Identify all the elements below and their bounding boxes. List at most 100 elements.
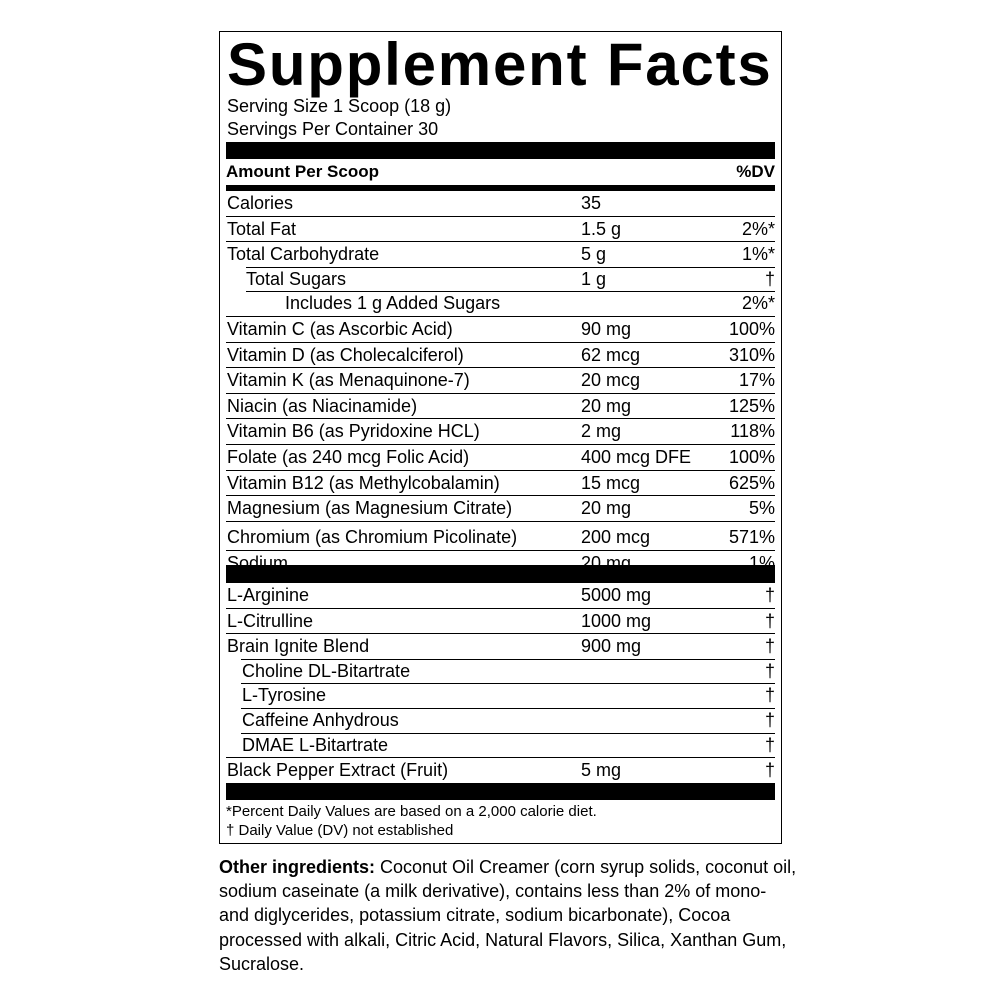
nutrient-dv: 5% bbox=[748, 498, 775, 519]
nutrient-row: Folate (as 240 mcg Folic Acid) 400 mcg DF… bbox=[226, 445, 775, 471]
ingredient-amount: 5 mg bbox=[581, 760, 622, 781]
nutrient-name: Includes 1 g Added Sugars bbox=[285, 293, 501, 314]
nutrient-row: Total Fat 1.5 g 2%* bbox=[226, 217, 775, 243]
nutrient-amount: 5 g bbox=[581, 244, 607, 265]
nutrient-row: Magnesium (as Magnesium Citrate) 20 mg 5% bbox=[226, 496, 775, 522]
nutrient-amount: 1 g bbox=[581, 268, 607, 289]
supplement-facts-panel: Supplement Facts Serving Size 1 Scoop (1… bbox=[219, 31, 782, 844]
ingredient-row: L-Tyrosine † bbox=[226, 683, 775, 709]
ingredient-dv: † bbox=[764, 685, 775, 706]
nutrient-name: Niacin (as Niacinamide) bbox=[227, 395, 418, 416]
nutrient-name: Vitamin B12 (as Methylcobalamin) bbox=[227, 472, 500, 493]
ingredient-name: Brain Ignite Blend bbox=[227, 636, 370, 657]
ingredient-row: DMAE L-Bitartrate † bbox=[226, 733, 775, 759]
nutrient-name: Vitamin D (as Cholecalciferol) bbox=[227, 344, 464, 365]
thick-divider bbox=[226, 565, 775, 583]
ingredient-name: DMAE L-Bitartrate bbox=[242, 734, 389, 755]
nutrient-row: Chromium (as Chromium Picolinate) 200 mcg… bbox=[226, 522, 775, 551]
nutrient-dv: 625% bbox=[728, 472, 775, 493]
nutrient-name: Vitamin B6 (as Pyridoxine HCL) bbox=[227, 421, 480, 442]
amount-header: Amount Per Scoop %DV bbox=[226, 160, 775, 184]
nutrient-row: Niacin (as Niacinamide) 20 mg 125% bbox=[226, 394, 775, 420]
footnote-not-established: † Daily Value (DV) not established bbox=[226, 822, 454, 839]
ingredient-row: Brain Ignite Blend 900 mg † bbox=[226, 634, 775, 660]
nutrient-row: Vitamin K (as Menaquinone-7) 20 mcg 17% bbox=[226, 368, 775, 394]
nutrient-dv: 571% bbox=[728, 526, 775, 547]
nutrient-row: Vitamin D (as Cholecalciferol) 62 mcg 310% bbox=[226, 343, 775, 369]
amount-per-scoop-label: Amount Per Scoop bbox=[226, 162, 380, 181]
other-ingredients-label: Other ingredients: bbox=[219, 857, 376, 877]
nutrient-name: Vitamin K (as Menaquinone-7) bbox=[227, 370, 470, 391]
nutrient-amount: 20 mg bbox=[581, 395, 632, 416]
ingredient-dv: † bbox=[764, 636, 775, 657]
nutrient-name: Chromium (as Chromium Picolinate) bbox=[227, 526, 518, 547]
nutrient-dv: 125% bbox=[728, 395, 775, 416]
ingredient-name: L-Citrulline bbox=[227, 610, 314, 631]
other-ingredients-text: Coconut Oil Creamer (corn syrup solids, … bbox=[219, 857, 797, 974]
nutrient-row: Vitamin C (as Ascorbic Acid) 90 mg 100% bbox=[226, 317, 775, 343]
nutrient-name: Vitamin C (as Ascorbic Acid) bbox=[227, 318, 453, 339]
ingredient-name: Caffeine Anhydrous bbox=[242, 709, 399, 730]
ingredient-dv: † bbox=[764, 709, 775, 730]
ingredient-row: Black Pepper Extract (Fruit) 5 mg † bbox=[226, 758, 775, 783]
nutrient-amount: 200 mcg bbox=[581, 526, 651, 547]
ingredient-dv: † bbox=[764, 760, 775, 781]
serving-size: Serving Size 1 Scoop (18 g) bbox=[227, 96, 452, 116]
nutrients-table: Calories 35 Total Fat 1.5 g 2%* Total Carbohy… bbox=[226, 191, 775, 575]
nutrient-amount: 400 mcg DFE bbox=[581, 446, 692, 467]
servings-per-container: Servings Per Container 30 bbox=[227, 119, 439, 139]
nutrient-name: Total Carbohydrate bbox=[227, 244, 380, 265]
nutrient-name: Total Sugars bbox=[246, 268, 347, 289]
nutrient-dv: 100% bbox=[728, 318, 775, 339]
nutrient-dv: 2%* bbox=[741, 218, 775, 239]
ingredients-table: L-Arginine 5000 mg † L-Citrulline 1000 mg † Br… bbox=[226, 583, 775, 783]
ingredient-amount: 5000 mg bbox=[581, 585, 652, 605]
nutrient-amount: 90 mg bbox=[581, 318, 632, 339]
ingredient-row: L-Citrulline 1000 mg † bbox=[226, 609, 775, 635]
footnote-percent-dv: *Percent Daily Values are based on a 2,0… bbox=[226, 803, 597, 820]
nutrient-amount: 15 mcg bbox=[581, 472, 641, 493]
ingredient-name: L-Tyrosine bbox=[242, 685, 327, 706]
ingredient-dv: † bbox=[764, 610, 775, 631]
nutrient-name: Calories bbox=[227, 193, 294, 213]
nutrient-dv: 1%* bbox=[741, 244, 775, 265]
nutrient-dv: 118% bbox=[730, 421, 775, 442]
other-ingredients: Other ingredients: Coconut Oil Creamer (… bbox=[219, 855, 799, 976]
nutrient-row: Total Sugars 1 g † bbox=[226, 267, 775, 292]
thick-divider bbox=[226, 142, 775, 159]
nutrient-amount: 2 mg bbox=[581, 421, 622, 442]
ingredient-amount: 1000 mg bbox=[581, 610, 652, 631]
ingredient-dv: † bbox=[764, 734, 775, 755]
nutrient-dv: 100% bbox=[728, 446, 775, 467]
ingredient-row: Caffeine Anhydrous † bbox=[226, 708, 775, 734]
nutrient-amount: 1.5 g bbox=[581, 218, 622, 239]
nutrient-dv: 310% bbox=[728, 344, 775, 365]
thick-divider bbox=[226, 783, 775, 800]
nutrient-amount: 35 bbox=[581, 193, 602, 213]
nutrient-dv: 17% bbox=[738, 370, 775, 391]
nutrient-name: Folate (as 240 mcg Folic Acid) bbox=[227, 446, 470, 467]
ingredient-dv: † bbox=[764, 585, 775, 605]
medium-divider bbox=[226, 185, 775, 191]
nutrient-dv: 2%* bbox=[741, 293, 775, 314]
nutrient-dv: † bbox=[764, 268, 775, 289]
ingredient-amount: 900 mg bbox=[581, 636, 642, 657]
nutrient-row: Includes 1 g Added Sugars 2%* bbox=[226, 291, 775, 317]
nutrient-amount: 20 mg bbox=[581, 498, 632, 519]
dv-header-label: %DV bbox=[736, 162, 775, 181]
ingredient-row: L-Arginine 5000 mg † bbox=[226, 583, 775, 609]
ingredient-name: Choline DL-Bitartrate bbox=[242, 660, 411, 681]
ingredient-row: Choline DL-Bitartrate † bbox=[226, 659, 775, 684]
panel-title: Supplement Facts bbox=[227, 31, 773, 98]
nutrient-row: Vitamin B6 (as Pyridoxine HCL) 2 mg 118% bbox=[226, 419, 775, 445]
nutrient-name: Total Fat bbox=[227, 218, 297, 239]
ingredient-name: L-Arginine bbox=[227, 585, 310, 605]
nutrient-name: Magnesium (as Magnesium Citrate) bbox=[227, 498, 513, 519]
ingredient-name: Black Pepper Extract (Fruit) bbox=[227, 760, 449, 781]
nutrient-row: Calories 35 bbox=[226, 191, 775, 217]
nutrient-row: Vitamin B12 (as Methylcobalamin) 15 mcg 62… bbox=[226, 471, 775, 497]
nutrient-amount: 62 mcg bbox=[581, 344, 641, 365]
ingredient-dv: † bbox=[764, 660, 775, 681]
nutrient-row: Total Carbohydrate 5 g 1%* bbox=[226, 242, 775, 268]
nutrient-amount: 20 mcg bbox=[581, 370, 641, 391]
